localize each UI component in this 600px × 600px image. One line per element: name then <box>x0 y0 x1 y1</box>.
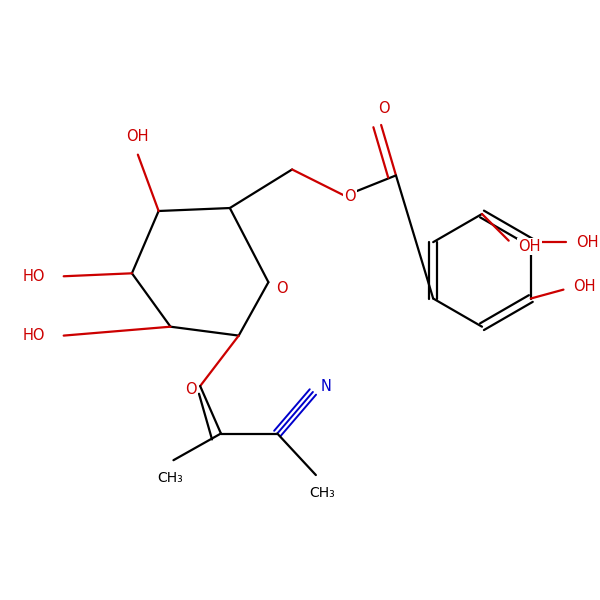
Text: OH: OH <box>573 279 595 294</box>
Text: O: O <box>378 101 390 116</box>
Text: O: O <box>344 188 356 203</box>
Text: OH: OH <box>576 235 598 250</box>
Text: CH₃: CH₃ <box>309 486 335 500</box>
Text: O: O <box>275 281 287 296</box>
Text: HO: HO <box>23 328 45 343</box>
Text: O: O <box>185 382 197 397</box>
Text: CH₃: CH₃ <box>158 471 184 485</box>
Text: OH: OH <box>518 239 541 254</box>
Text: OH: OH <box>127 130 149 145</box>
Text: N: N <box>320 379 331 394</box>
Text: HO: HO <box>23 269 45 284</box>
